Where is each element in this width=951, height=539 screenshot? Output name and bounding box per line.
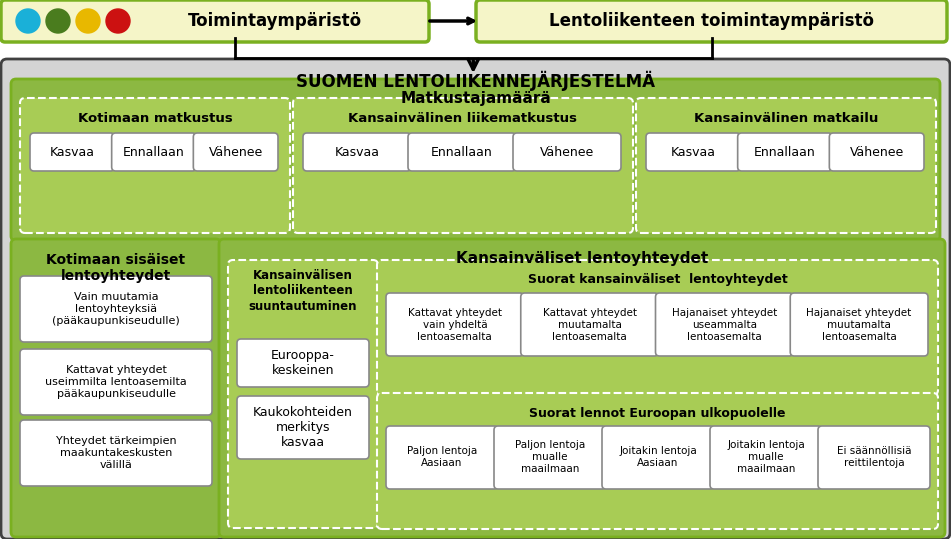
Text: Kansainvälinen matkailu: Kansainvälinen matkailu	[694, 113, 878, 126]
FancyBboxPatch shape	[494, 426, 606, 489]
FancyBboxPatch shape	[228, 260, 378, 528]
Text: Ennallaan: Ennallaan	[754, 146, 816, 158]
FancyBboxPatch shape	[237, 339, 369, 387]
Text: Joitakin lentoja
mualle
maailmaan: Joitakin lentoja mualle maailmaan	[728, 440, 805, 474]
FancyBboxPatch shape	[30, 133, 115, 171]
Text: Kansainvälisen
lentoliikenteen
suuntautuminen: Kansainvälisen lentoliikenteen suuntautu…	[249, 269, 358, 313]
Text: Kotimaan sisäiset
lentoyhteydet: Kotimaan sisäiset lentoyhteydet	[47, 253, 185, 284]
FancyBboxPatch shape	[710, 426, 822, 489]
Text: Paljon lentoja
Aasiaan: Paljon lentoja Aasiaan	[407, 446, 477, 468]
Text: Hajanaiset yhteydet
useammalta
lentoasemalta: Hajanaiset yhteydet useammalta lentoasem…	[671, 308, 777, 342]
FancyBboxPatch shape	[602, 426, 714, 489]
FancyBboxPatch shape	[636, 98, 936, 233]
FancyBboxPatch shape	[513, 133, 621, 171]
FancyBboxPatch shape	[1, 59, 950, 539]
Text: Kotimaan matkustus: Kotimaan matkustus	[78, 113, 232, 126]
Text: Kansainväliset lentoyhteydet: Kansainväliset lentoyhteydet	[456, 252, 708, 266]
FancyBboxPatch shape	[386, 293, 524, 356]
FancyBboxPatch shape	[11, 239, 221, 537]
Text: Kattavat yhteydet
muutamalta
lentoasemalta: Kattavat yhteydet muutamalta lentoasemal…	[543, 308, 636, 342]
FancyBboxPatch shape	[20, 349, 212, 415]
FancyBboxPatch shape	[377, 393, 938, 529]
Text: Eurooppa-
keskeinen: Eurooppa- keskeinen	[271, 349, 335, 377]
FancyBboxPatch shape	[1, 0, 429, 42]
Text: Hajanaiset yhteydet
muutamalta
lentoasemalta: Hajanaiset yhteydet muutamalta lentoasem…	[806, 308, 912, 342]
Text: Kasvaa: Kasvaa	[49, 146, 95, 158]
Text: Toimintaympäristö: Toimintaympäristö	[188, 12, 362, 30]
FancyBboxPatch shape	[20, 98, 290, 233]
FancyBboxPatch shape	[829, 133, 924, 171]
Text: Ennallaan: Ennallaan	[431, 146, 493, 158]
Text: Joitakin lentoja
Aasiaan: Joitakin lentoja Aasiaan	[619, 446, 697, 468]
FancyBboxPatch shape	[476, 0, 947, 42]
Text: Suorat kansainväliset  lentoyhteydet: Suorat kansainväliset lentoyhteydet	[528, 273, 787, 287]
Text: Lentoliikenteen toimintaympäristö: Lentoliikenteen toimintaympäristö	[549, 12, 874, 30]
FancyBboxPatch shape	[293, 98, 633, 233]
FancyBboxPatch shape	[219, 239, 945, 537]
Text: Paljon lentoja
mualle
maailmaan: Paljon lentoja mualle maailmaan	[514, 440, 585, 474]
FancyBboxPatch shape	[655, 293, 793, 356]
Text: Vähenee: Vähenee	[540, 146, 594, 158]
Text: Yhteydet tärkeimpien
maakuntakeskusten
välillä: Yhteydet tärkeimpien maakuntakeskusten v…	[56, 436, 176, 470]
FancyBboxPatch shape	[11, 79, 940, 241]
Text: Kaukokohteiden
merkitys
kasvaa: Kaukokohteiden merkitys kasvaa	[253, 405, 353, 450]
FancyBboxPatch shape	[521, 293, 658, 356]
FancyBboxPatch shape	[193, 133, 278, 171]
FancyBboxPatch shape	[20, 420, 212, 486]
FancyBboxPatch shape	[111, 133, 196, 171]
Text: Kasvaa: Kasvaa	[670, 146, 716, 158]
FancyBboxPatch shape	[790, 293, 928, 356]
Text: Kattavat yhteydet
useimmilta lentoasemilta
pääkaupunkiseudulle: Kattavat yhteydet useimmilta lentoasemil…	[45, 365, 187, 399]
Text: Vähenee: Vähenee	[208, 146, 262, 158]
Text: Kansainvälinen liikematkustus: Kansainvälinen liikematkustus	[348, 113, 577, 126]
Circle shape	[106, 9, 130, 33]
Text: Ei säännöllisiä
reittilentoja: Ei säännöllisiä reittilentoja	[837, 446, 911, 468]
Text: Suorat lennot Euroopan ulkopuolelle: Suorat lennot Euroopan ulkopuolelle	[530, 406, 786, 419]
FancyBboxPatch shape	[738, 133, 832, 171]
Text: Kattavat yhteydet
vain yhdeltä
lentoasemalta: Kattavat yhteydet vain yhdeltä lentoasem…	[408, 308, 502, 342]
FancyBboxPatch shape	[237, 396, 369, 459]
Circle shape	[76, 9, 100, 33]
FancyBboxPatch shape	[20, 276, 212, 342]
FancyBboxPatch shape	[303, 133, 411, 171]
FancyBboxPatch shape	[818, 426, 930, 489]
Text: Vain muutamia
lentoyhteyksiä
(pääkaupunkiseudulle): Vain muutamia lentoyhteyksiä (pääkaupunk…	[52, 292, 180, 326]
FancyBboxPatch shape	[377, 260, 938, 395]
Text: Kasvaa: Kasvaa	[335, 146, 379, 158]
Text: SUOMEN LENTOLIIKENNEJÄRJESTELMÄ: SUOMEN LENTOLIIKENNEJÄRJESTELMÄ	[296, 71, 655, 91]
Text: Vähenee: Vähenee	[849, 146, 903, 158]
Text: Matkustajamäärä: Matkustajamäärä	[400, 92, 551, 107]
FancyBboxPatch shape	[386, 426, 498, 489]
Circle shape	[46, 9, 70, 33]
Text: Ennallaan: Ennallaan	[123, 146, 184, 158]
FancyBboxPatch shape	[646, 133, 741, 171]
FancyBboxPatch shape	[408, 133, 516, 171]
Circle shape	[16, 9, 40, 33]
